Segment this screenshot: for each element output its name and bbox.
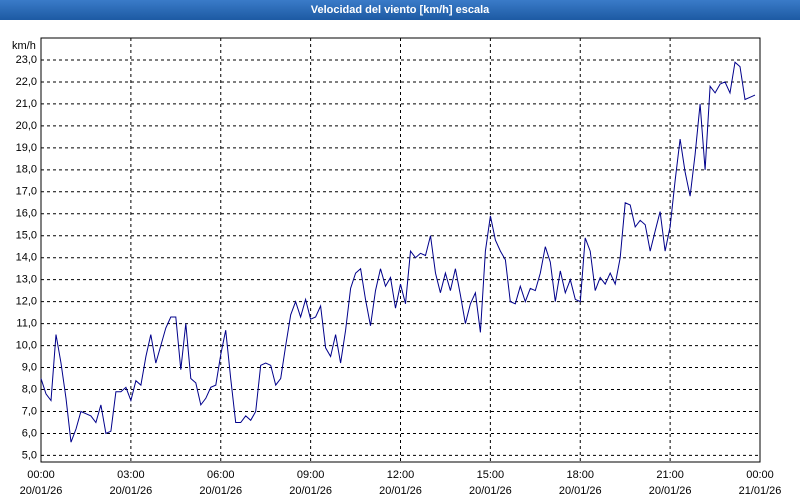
y-tick-label: 20,0 bbox=[16, 120, 37, 132]
x-tick-date: 20/01/26 bbox=[469, 485, 512, 497]
wind-line bbox=[40, 61, 756, 443]
y-tick-label: 11,0 bbox=[16, 318, 37, 330]
y-tick-label: 9,0 bbox=[22, 361, 37, 373]
y-tick-label: 12,0 bbox=[16, 296, 37, 308]
chart-title: Velocidad del viento [km/h] escala bbox=[311, 4, 490, 16]
x-tick-label: 15:00 bbox=[477, 469, 505, 481]
y-tick-label: 22,0 bbox=[16, 76, 37, 88]
x-tick-date: 20/01/26 bbox=[20, 485, 63, 497]
y-tick-label: 19,0 bbox=[16, 142, 37, 154]
y-tick-label: 13,0 bbox=[16, 274, 37, 286]
x-tick-label: 00:00 bbox=[746, 469, 774, 481]
x-tick-label: 18:00 bbox=[566, 469, 594, 481]
x-tick-label: 00:00 bbox=[27, 469, 55, 481]
y-tick-label: 10,0 bbox=[16, 339, 37, 351]
x-tick-date: 20/01/26 bbox=[109, 485, 152, 497]
x-tick-date: 20/01/26 bbox=[289, 485, 332, 497]
y-tick-label: 23,0 bbox=[16, 54, 37, 66]
title-bar bbox=[0, 0, 800, 20]
y-tick-label: 18,0 bbox=[16, 164, 37, 176]
x-tick-date: 20/01/26 bbox=[559, 485, 602, 497]
y-tick-label: 14,0 bbox=[16, 252, 37, 264]
y-tick-label: 21,0 bbox=[16, 98, 37, 110]
y-tick-label: 6,0 bbox=[22, 427, 37, 439]
x-tick-label: 12:00 bbox=[387, 469, 415, 481]
y-tick-label: 7,0 bbox=[22, 405, 37, 417]
y-tick-label: 17,0 bbox=[16, 186, 37, 198]
x-tick-date: 20/01/26 bbox=[199, 485, 242, 497]
y-tick-label: 16,0 bbox=[16, 208, 37, 220]
y-tick-label: 15,0 bbox=[16, 230, 37, 242]
y-tick-label: 5,0 bbox=[22, 449, 37, 461]
x-tick-label: 09:00 bbox=[297, 469, 325, 481]
x-tick-label: 21:00 bbox=[656, 469, 684, 481]
y-tick-label: 8,0 bbox=[22, 383, 37, 395]
plot-frame bbox=[40, 37, 761, 463]
x-tick-label: 06:00 bbox=[207, 469, 235, 481]
x-tick-date: 20/01/26 bbox=[649, 485, 692, 497]
x-tick-label: 03:00 bbox=[117, 469, 145, 481]
x-tick-date: 21/01/26 bbox=[739, 485, 782, 497]
y-unit: km/h bbox=[12, 40, 36, 52]
x-tick-date: 20/01/26 bbox=[379, 485, 422, 497]
